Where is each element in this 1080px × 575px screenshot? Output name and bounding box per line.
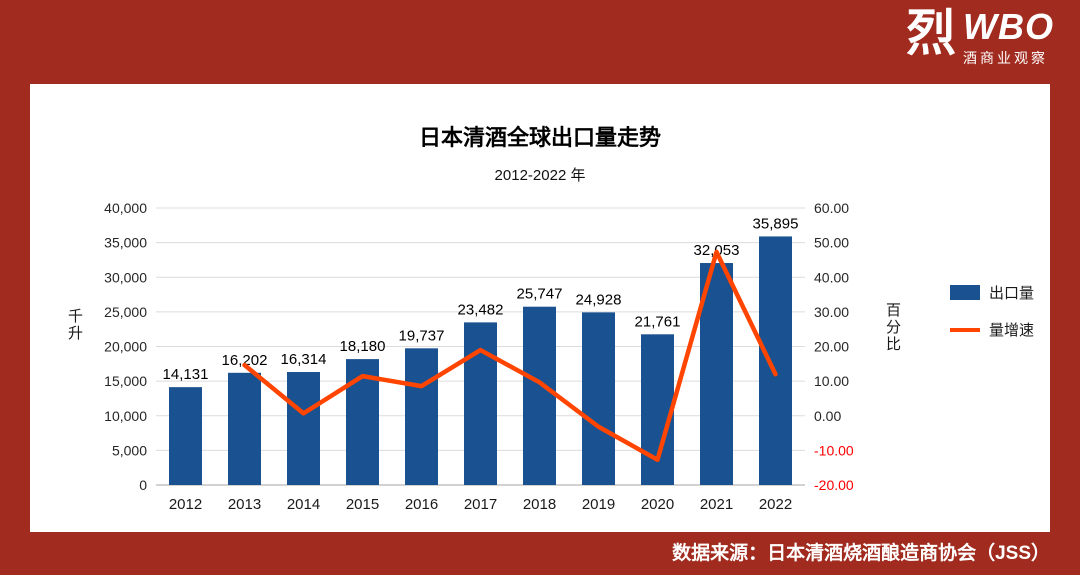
bar-label: 16,202 (222, 352, 268, 369)
bar-label: 35,895 (753, 215, 799, 232)
right-axis-tick: -10.00 (814, 442, 854, 458)
bar-label: 21,761 (635, 313, 681, 330)
x-axis-label: 2013 (228, 496, 261, 513)
bar-2012 (169, 387, 202, 485)
left-axis-title: 千升 (66, 308, 83, 342)
logo: 烈 WBO 酒商业观察 (906, 8, 1054, 68)
logo-lie-character: 烈 (906, 3, 957, 62)
bar-2022 (759, 236, 792, 485)
legend-label-growth: 量增速 (988, 322, 1034, 339)
chart-title: 日本清酒全球出口量走势 (418, 125, 661, 150)
right-axis-tick: 10.00 (814, 373, 849, 389)
x-axis-label: 2016 (405, 496, 438, 513)
chart-legend: 出口量 量增速 (949, 282, 1034, 340)
x-axis-label: 2018 (523, 496, 556, 513)
x-axis-label: 2014 (287, 496, 320, 513)
chart-panel: 日本清酒全球出口量走势 2012-2022 年 千升 百分比 0 5,000 10,… (30, 84, 1050, 532)
bar-2021 (700, 263, 733, 485)
x-axis-label: 2019 (582, 496, 615, 513)
legend-swatch-line (949, 327, 980, 332)
right-axis-tick: 0.00 (814, 408, 841, 424)
bar-label: 14,131 (163, 366, 209, 383)
right-axis-tick: 20.00 (814, 339, 849, 355)
left-axis-tick: 35,000 (104, 235, 147, 251)
left-axis-tick: 10,000 (104, 408, 147, 424)
logo-subtitle: 酒商业观察 (963, 49, 1049, 66)
x-axis-label: 2012 (169, 496, 202, 513)
bar-label: 23,482 (458, 301, 504, 318)
legend-label-exports: 出口量 (988, 285, 1034, 302)
bar-2016 (405, 348, 438, 485)
left-axis-tick: 15,000 (104, 373, 147, 389)
legend-swatch-bar (949, 285, 980, 300)
data-source-text: 数据来源：日本清酒烧酒酿造商协会（JSS） (672, 543, 1050, 564)
bar-2017 (464, 322, 497, 485)
left-axis-tick: 40,000 (104, 200, 147, 216)
bar-label: 18,180 (340, 338, 386, 355)
x-axis-label: 2022 (759, 496, 792, 513)
right-axis-title: 百分比 (884, 302, 901, 353)
bar-2019 (582, 312, 615, 485)
right-axis-tick: 30.00 (814, 304, 849, 320)
bar-2014 (287, 372, 320, 485)
growth-line (242, 249, 778, 462)
left-axis-tick: 5,000 (112, 442, 147, 458)
logo-wbo: WBO (963, 6, 1054, 47)
bar-2013 (228, 372, 261, 485)
bar-2020 (641, 334, 674, 485)
x-axis-label: 2021 (700, 496, 733, 513)
bar-label: 24,928 (576, 291, 622, 308)
logo-text-block: WBO 酒商业观察 (963, 8, 1054, 68)
x-axis-label: 2017 (464, 496, 497, 513)
right-axis-tick: 50.00 (814, 235, 849, 251)
left-axis-tick: 0 (139, 477, 147, 493)
left-axis-tick: 25,000 (104, 304, 147, 320)
x-axis-label: 2020 (641, 496, 674, 513)
bar-label: 25,747 (517, 286, 563, 303)
right-axis-tick: 40.00 (814, 269, 849, 285)
bar-label: 19,737 (399, 327, 445, 344)
chart-subtitle: 2012-2022 年 (494, 167, 586, 184)
right-axis-tick: -20.00 (814, 477, 854, 493)
legend-item-exports: 出口量 (949, 282, 1034, 303)
bar-2018 (523, 306, 556, 485)
left-axis-tick: 30,000 (104, 269, 147, 285)
left-axis-tick: 20,000 (104, 339, 147, 355)
export-trend-chart: 0 5,000 10,000 15,000 20,000 25,000 30,000 35,0… (104, 200, 854, 513)
x-axis-label: 2015 (346, 496, 379, 513)
right-axis-tick: 60.00 (814, 200, 849, 216)
bar-label: 16,314 (281, 351, 327, 368)
legend-item-growth: 量增速 (949, 319, 1034, 340)
